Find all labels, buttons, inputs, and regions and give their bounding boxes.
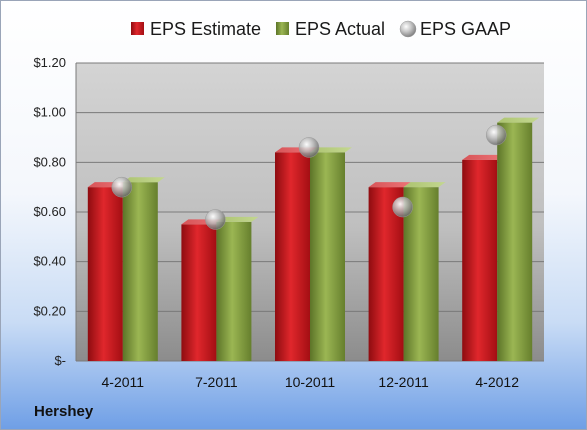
bar-eps-estimate — [181, 219, 224, 361]
legend-item: EPS GAAP — [399, 19, 511, 39]
y-tick-label: $- — [54, 353, 66, 368]
legend-item: EPS Actual — [276, 19, 385, 39]
x-tick-label: 10-2011 — [285, 374, 336, 390]
legend-label: EPS Estimate — [150, 19, 261, 39]
y-tick-label: $1.00 — [33, 105, 66, 120]
bar-face — [275, 152, 310, 361]
bar-face — [216, 221, 252, 361]
x-tick-label: 4-2011 — [102, 374, 145, 390]
bar-top — [310, 147, 352, 153]
x-axis: 4-2011 7-2011 10-2011 12-2011 4-2012 — [102, 374, 520, 390]
bar-eps-estimate — [462, 154, 505, 361]
company-name: Hershey — [34, 403, 94, 420]
bar-face — [462, 159, 498, 361]
bar-eps-actual — [310, 147, 352, 361]
bar-eps-actual — [122, 177, 165, 361]
legend-swatch — [399, 20, 417, 38]
bar-top — [122, 177, 165, 183]
marker-eps-gaap — [298, 137, 320, 158]
x-tick-label: 7-2011 — [195, 374, 238, 390]
y-tick-label: $1.20 — [33, 55, 66, 70]
y-tick-label: $0.20 — [33, 303, 66, 318]
y-tick-label: $0.80 — [33, 154, 66, 169]
bar-top — [216, 216, 259, 222]
bar-top — [462, 154, 505, 160]
bar-face — [368, 187, 404, 361]
bar-eps-actual — [216, 216, 259, 361]
legend-swatch — [131, 22, 144, 35]
gaap-markers — [111, 124, 507, 230]
bars — [87, 117, 540, 361]
bar-face — [310, 152, 345, 361]
legend-label: EPS GAAP — [420, 19, 511, 39]
y-tick-label: $0.60 — [33, 204, 66, 219]
legend-item: EPS Estimate — [131, 19, 261, 39]
bar-face — [87, 187, 123, 361]
bar-eps-estimate — [368, 182, 411, 361]
bar-eps-actual — [403, 182, 446, 361]
marker-eps-gaap — [205, 209, 226, 230]
bar-top — [368, 182, 411, 188]
marker-eps-gaap — [485, 124, 507, 146]
marker-eps-gaap — [392, 196, 413, 218]
x-tick-label: 12-2011 — [378, 374, 429, 390]
legend-label: EPS Actual — [295, 19, 385, 39]
legend: EPS Estimate EPS Actual EPS GAAP — [131, 19, 511, 39]
marker-eps-gaap — [111, 176, 133, 198]
bar-face — [403, 187, 439, 361]
bar-top — [497, 117, 540, 123]
legend-swatch — [276, 22, 289, 35]
bar-face — [497, 122, 533, 361]
bar-face — [122, 182, 158, 361]
x-tick-label: 4-2012 — [475, 374, 519, 390]
y-tick-label: $0.40 — [33, 254, 66, 269]
bar-top — [403, 182, 446, 188]
bar-eps-actual — [497, 117, 540, 361]
bar-face — [181, 224, 217, 361]
